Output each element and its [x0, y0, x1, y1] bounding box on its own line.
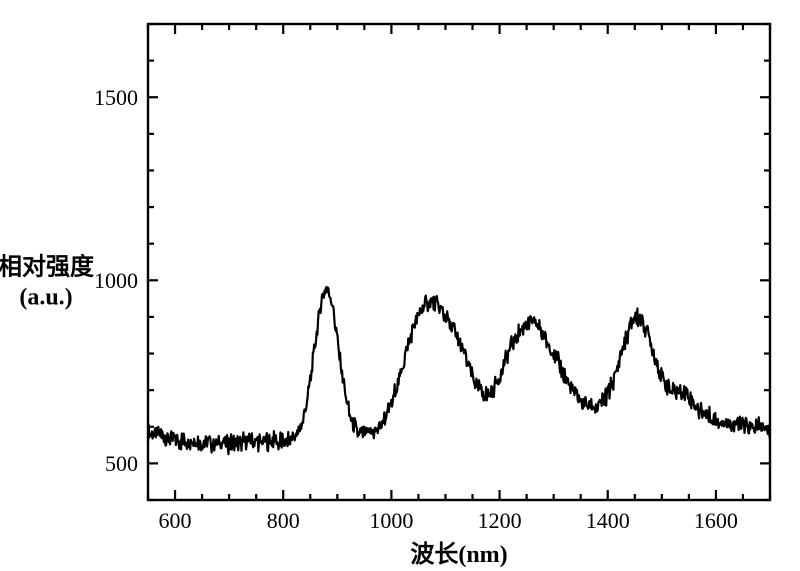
y-axis-tick-labels: 500 1000 1500 — [94, 85, 138, 476]
svg-text:1000: 1000 — [94, 268, 138, 293]
svg-text:1000: 1000 — [369, 508, 413, 533]
y-axis-label-line1: 相对强度 — [0, 252, 95, 280]
chart-svg: 600 800 1000 1200 1400 1600 500 1000 1500 波长(nm… — [0, 0, 800, 571]
svg-text:500: 500 — [105, 451, 138, 476]
plot-area — [148, 24, 770, 500]
x-axis-tick-labels: 600 800 1000 1200 1400 1600 — [159, 508, 738, 533]
svg-text:1400: 1400 — [586, 508, 630, 533]
svg-text:1200: 1200 — [478, 508, 522, 533]
svg-text:1600: 1600 — [694, 508, 738, 533]
x-axis-label: 波长(nm) — [410, 541, 507, 568]
svg-text:600: 600 — [159, 508, 192, 533]
svg-text:1500: 1500 — [94, 85, 138, 110]
spectrum-chart: 600 800 1000 1200 1400 1600 500 1000 1500 波长(nm… — [0, 0, 800, 571]
svg-text:800: 800 — [267, 508, 300, 533]
y-axis-label-line2: (a.u.) — [19, 284, 72, 310]
